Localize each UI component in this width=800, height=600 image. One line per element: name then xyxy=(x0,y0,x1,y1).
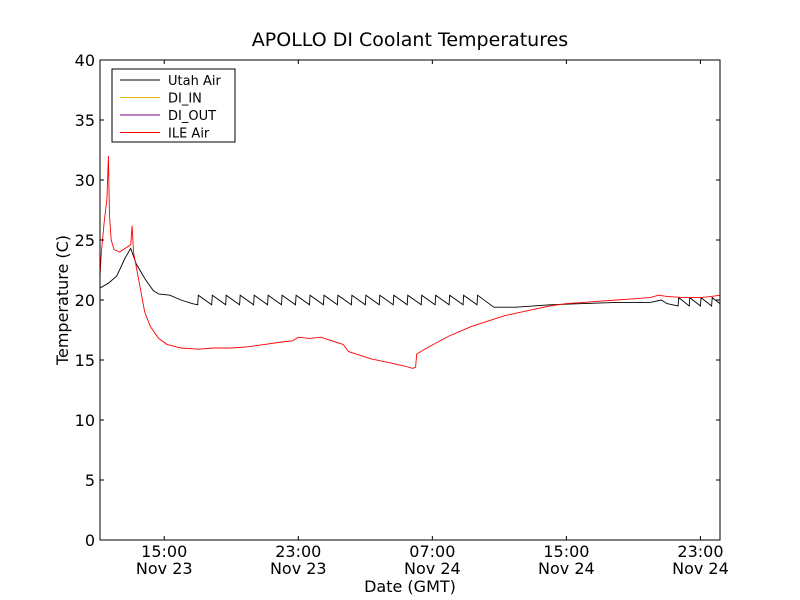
y-tick-label-6: 30 xyxy=(75,171,95,190)
plot-series-group xyxy=(99,155,721,369)
x-tick-time-label-3: 15:00 xyxy=(543,542,589,561)
legend-box xyxy=(111,68,236,143)
x-tick-time-label-4: 23:00 xyxy=(677,542,723,561)
series-line-0 xyxy=(99,247,721,308)
x-tick-date-label-3: Nov 24 xyxy=(538,559,595,578)
y-tick-label-0: 0 xyxy=(85,531,95,550)
legend-label-2: DI_OUT xyxy=(168,109,216,124)
x-tick-date-label-1: Nov 23 xyxy=(270,559,327,578)
y-tick-label-7: 35 xyxy=(75,111,95,130)
legend: Utah Air DI_IN DI_OUT ILE Air xyxy=(111,68,236,143)
x-tick-date-label-4: Nov 24 xyxy=(672,559,729,578)
x-tick-time-label-2: 07:00 xyxy=(409,542,455,561)
x-axis-label: Date (GMT) xyxy=(364,577,456,596)
legend-label-0: Utah Air xyxy=(168,74,221,89)
series-line-3 xyxy=(99,155,721,369)
x-tick-date-label-0: Nov 23 xyxy=(136,559,193,578)
x-tick-time-label-0: 15:00 xyxy=(141,542,187,561)
y-tick-label-3: 15 xyxy=(75,351,95,370)
y-tick-label-8: 40 xyxy=(75,51,95,70)
y-axis-label: Temperature (C) xyxy=(53,235,72,366)
y-tick-label-2: 10 xyxy=(75,411,95,430)
x-tick-date-label-2: Nov 24 xyxy=(404,559,461,578)
x-tick-time-label-1: 23:00 xyxy=(275,542,321,561)
y-tick-label-1: 5 xyxy=(85,471,95,490)
legend-label-1: DI_IN xyxy=(168,92,202,107)
y-tick-label-4: 20 xyxy=(75,291,95,310)
y-axis: 0 5 10 15 20 25 30 35 40 xyxy=(75,51,720,550)
chart-title: APOLLO DI Coolant Temperatures xyxy=(252,29,568,51)
y-tick-label-5: 25 xyxy=(75,231,95,250)
legend-label-3: ILE Air xyxy=(168,127,210,142)
